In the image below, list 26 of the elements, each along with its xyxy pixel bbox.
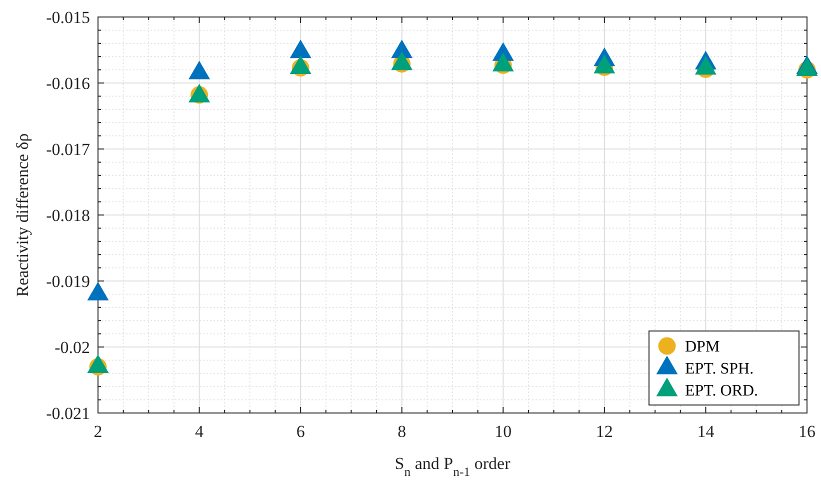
x-tick-label: 2 — [94, 422, 102, 441]
y-tick-label: -0.017 — [46, 140, 90, 159]
point — [188, 60, 210, 80]
y-tick-label: -0.015 — [46, 8, 90, 27]
y-tick-label: -0.018 — [46, 206, 90, 225]
legend-label: DPM — [685, 338, 720, 356]
x-axis-title: S$_{n}$ and P$_{n-1}$ order — [394, 454, 511, 479]
y-tick-label: -0.016 — [46, 74, 90, 93]
legend-label: EPT. SPH. — [685, 360, 754, 378]
x-tick-label: 14 — [697, 422, 715, 441]
y-tick-label: -0.021 — [46, 404, 90, 423]
x-tick-label: 6 — [296, 422, 305, 441]
x-tick-label: 8 — [398, 422, 406, 441]
point — [290, 40, 312, 58]
point — [87, 354, 109, 374]
legend-label: EPT. ORD. — [685, 382, 758, 400]
y-tick-label: -0.02 — [54, 338, 90, 357]
y-axis-title: Reactivity difference δρ — [13, 133, 32, 297]
x-tick-label: 4 — [195, 422, 204, 441]
x-tick-label: 10 — [494, 422, 512, 441]
point — [290, 55, 312, 74]
y-tick-label: -0.019 — [46, 272, 90, 291]
x-tick-label: 16 — [798, 422, 816, 441]
point — [492, 52, 514, 72]
point — [391, 51, 413, 70]
x-tick-label: 12 — [596, 422, 613, 441]
